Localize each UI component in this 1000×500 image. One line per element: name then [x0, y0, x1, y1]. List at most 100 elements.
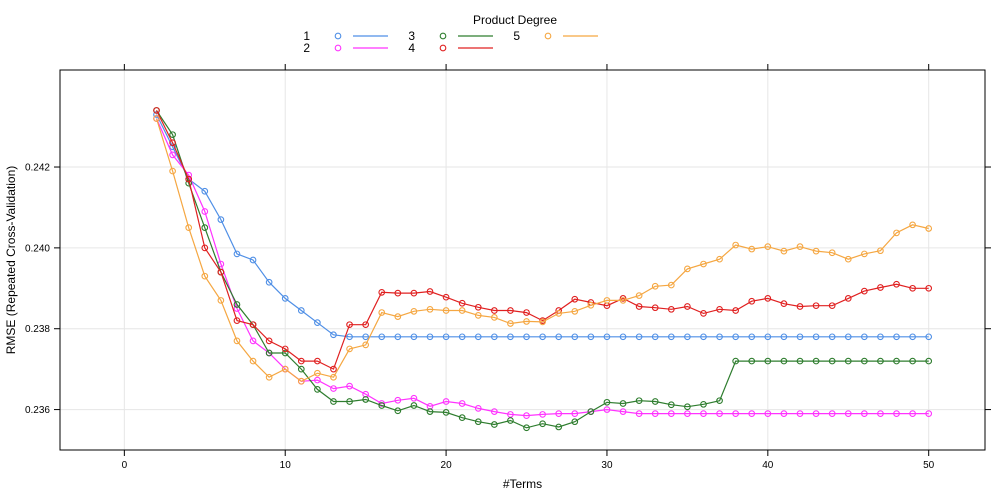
data-point [217, 297, 225, 304]
data-point [330, 331, 337, 339]
data-point [667, 333, 675, 341]
legend-marker [334, 32, 342, 40]
data-point [314, 319, 321, 327]
data-point [426, 305, 434, 313]
legend-marker [439, 44, 447, 52]
data-point [442, 293, 450, 301]
data-point [587, 333, 595, 341]
data-point [281, 365, 289, 373]
data-point [169, 131, 176, 139]
data-point [249, 256, 257, 264]
data-point [474, 333, 482, 341]
data-point [684, 403, 691, 411]
data-point [201, 224, 209, 232]
data-point [410, 307, 418, 315]
data-point [314, 357, 321, 365]
data-point [812, 357, 820, 365]
data-point [748, 410, 756, 417]
data-point [490, 307, 498, 314]
data-point [426, 408, 434, 415]
data-point [748, 245, 756, 253]
data-point [330, 365, 337, 373]
data-point [716, 397, 723, 405]
data-point [635, 333, 643, 341]
data-point [201, 244, 209, 252]
data-point [844, 410, 852, 417]
x-tick-label: 30 [601, 460, 613, 471]
data-point [507, 320, 514, 327]
data-point [507, 307, 514, 314]
legend-item-2: 2 [303, 41, 388, 55]
series-4 [153, 107, 933, 373]
data-point [893, 333, 900, 341]
data-point [828, 410, 836, 417]
data-point [555, 310, 563, 317]
data-point [539, 411, 546, 418]
y-tick-label: 0.238 [25, 324, 50, 335]
data-point [909, 357, 916, 365]
data-point [314, 376, 321, 384]
x-tick-label: 0 [122, 460, 128, 471]
data-point [523, 333, 530, 341]
data-point [893, 357, 900, 365]
data-point [523, 424, 530, 432]
data-point [362, 341, 370, 349]
x-tick-label: 40 [762, 460, 774, 471]
data-point [748, 333, 756, 341]
data-point [909, 221, 916, 229]
data-point [153, 107, 160, 114]
data-point [507, 333, 514, 341]
data-point [297, 357, 305, 365]
data-point [651, 410, 659, 417]
data-point [796, 410, 804, 417]
x-axis-title: #Terms [503, 477, 542, 491]
data-point [458, 333, 466, 341]
y-axis-title: RMSE (Repeated Cross-Validation) [4, 166, 18, 355]
data-point [828, 302, 836, 310]
axes-layer: 0 10 20 30 40 50 0.236 0.238 0.240 0.242 [25, 64, 991, 471]
series-5 [153, 115, 933, 385]
data-point [490, 421, 498, 428]
legend-item-3: 3 [408, 29, 493, 43]
data-point [844, 255, 852, 263]
data-point [378, 402, 386, 409]
data-point [410, 289, 418, 297]
data-point [619, 295, 627, 302]
data-point [394, 396, 402, 404]
data-point [780, 247, 788, 255]
data-point [619, 400, 627, 407]
data-point [700, 310, 707, 317]
legend: 12 34 5 [303, 29, 598, 55]
data-point [217, 216, 225, 223]
data-point [828, 249, 836, 257]
data-point [925, 410, 933, 417]
data-point [619, 408, 627, 415]
data-point [716, 410, 723, 417]
legend-label: 1 [303, 29, 310, 43]
data-point [297, 307, 305, 314]
data-point [378, 333, 386, 341]
data-point [474, 303, 482, 311]
series-line [155, 110, 929, 370]
data-point [796, 357, 804, 365]
data-point [201, 187, 209, 195]
data-point [233, 317, 241, 324]
data-point [201, 272, 209, 280]
data-point [925, 225, 933, 232]
data-point [732, 307, 740, 314]
data-point [265, 349, 273, 357]
data-point [442, 307, 450, 314]
data-point [925, 284, 933, 292]
data-point [828, 333, 836, 341]
data-point [201, 208, 209, 215]
data-point [828, 357, 836, 365]
data-point [700, 400, 707, 408]
y-tick-label: 0.240 [25, 243, 50, 254]
data-point [394, 333, 402, 341]
data-point [153, 115, 160, 122]
data-point [249, 357, 257, 365]
data-point [474, 418, 482, 426]
legend-marker [334, 44, 342, 52]
data-point [716, 255, 723, 263]
data-point [780, 410, 788, 417]
